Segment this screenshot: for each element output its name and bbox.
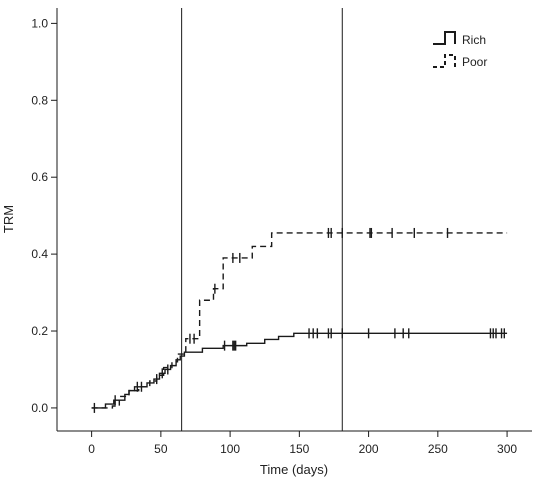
- x-tick-label: 200: [359, 442, 379, 456]
- reference-lines: [181, 8, 343, 431]
- y-tick-label: 0.2: [31, 324, 48, 338]
- y-tick-label: 0.8: [31, 93, 48, 107]
- legend-rich-label: Rich: [462, 33, 486, 47]
- series-layer: [91, 227, 508, 413]
- y-axis-title: TRM: [1, 205, 16, 233]
- legend: Rich Poor: [433, 31, 487, 69]
- x-tick-label: 100: [220, 442, 240, 456]
- x-tick-label: 300: [497, 442, 517, 456]
- legend-poor-label: Poor: [462, 55, 487, 69]
- x-tick-label: 250: [428, 442, 448, 456]
- x-tick-label: 50: [154, 442, 168, 456]
- x-tick-label: 150: [289, 442, 309, 456]
- series-rich: [91, 328, 508, 413]
- series-poor: [91, 227, 508, 409]
- y-axis-ticks: 0.0 0.2 0.4 0.6 0.8 1.0: [31, 16, 57, 415]
- y-tick-label: 0.6: [31, 170, 48, 184]
- y-tick-label: 1.0: [31, 16, 48, 30]
- x-tick-label: 0: [88, 442, 95, 456]
- y-tick-label: 0.0: [31, 401, 48, 415]
- x-axis-title: Time (days): [260, 462, 328, 477]
- step-line-rich: [91, 332, 508, 409]
- legend-rich-swatch: [433, 31, 456, 45]
- x-axis-ticks: 0 50 100 150 200 250 300: [88, 431, 517, 456]
- step-line-poor: [91, 232, 508, 409]
- y-tick-label: 0.4: [31, 247, 48, 261]
- plot-frame: [56, 8, 532, 432]
- legend-poor-swatch: [433, 54, 456, 68]
